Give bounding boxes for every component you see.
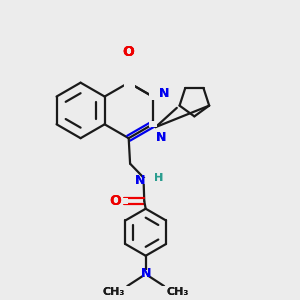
FancyBboxPatch shape (149, 93, 157, 100)
Text: N: N (140, 267, 151, 280)
Text: O: O (123, 45, 135, 59)
Text: N: N (140, 267, 151, 280)
Text: CH₃: CH₃ (103, 287, 125, 298)
Text: CH₃: CH₃ (167, 287, 189, 298)
Text: CH₃: CH₃ (167, 287, 189, 298)
FancyBboxPatch shape (121, 198, 128, 204)
FancyBboxPatch shape (149, 121, 157, 127)
FancyBboxPatch shape (125, 59, 133, 65)
Text: H: H (154, 173, 163, 183)
Text: O: O (109, 194, 121, 208)
Text: O: O (109, 194, 121, 208)
Text: O: O (123, 45, 135, 59)
Text: N: N (156, 131, 166, 144)
Text: N: N (159, 87, 169, 100)
Text: N: N (156, 131, 166, 144)
FancyBboxPatch shape (142, 270, 150, 276)
Text: CH₃: CH₃ (103, 287, 125, 298)
Text: N: N (135, 174, 145, 187)
Text: N: N (159, 87, 169, 100)
Text: O: O (123, 45, 135, 59)
FancyBboxPatch shape (142, 178, 151, 184)
FancyBboxPatch shape (151, 175, 158, 181)
Text: H: H (154, 173, 163, 183)
Text: N: N (135, 174, 145, 187)
